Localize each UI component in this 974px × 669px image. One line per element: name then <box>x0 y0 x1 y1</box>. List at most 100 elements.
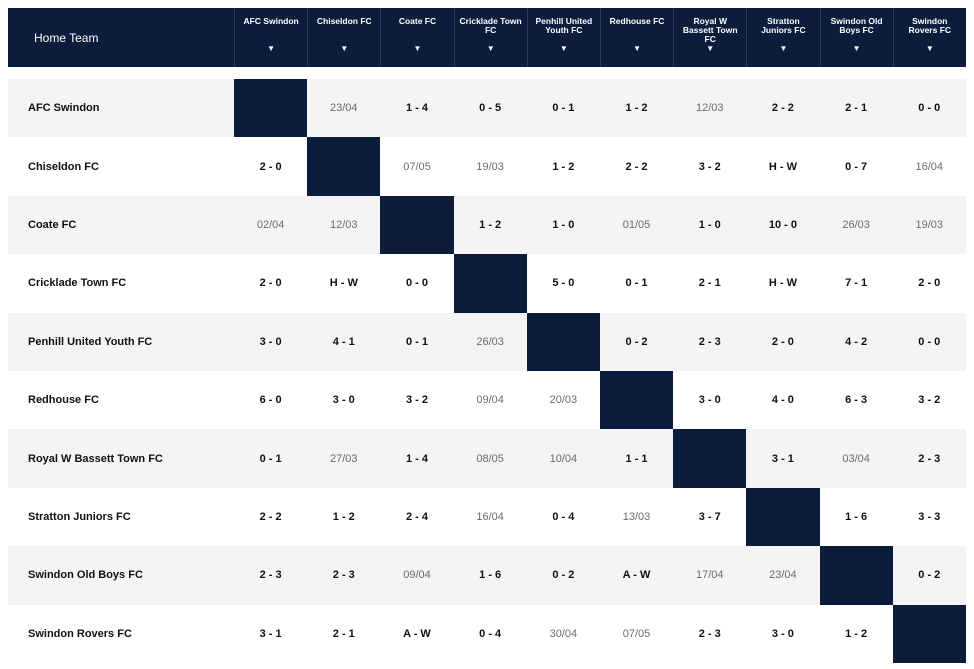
fixture-date-cell[interactable]: 08/05 <box>476 452 504 465</box>
result-cell[interactable]: 2 - 3 <box>259 569 282 582</box>
result-cell[interactable]: 2 - 4 <box>405 510 428 523</box>
result-cell[interactable]: 3 - 0 <box>698 394 721 407</box>
result-cell[interactable]: 2 - 2 <box>771 102 794 115</box>
result-cell[interactable]: 0 - 2 <box>918 569 941 582</box>
fixture-date-cell[interactable]: 16/04 <box>476 510 504 523</box>
result-cell[interactable]: 1 - 0 <box>698 218 721 231</box>
fixture-date-cell[interactable]: 09/04 <box>476 394 504 407</box>
sort-arrow-icon[interactable]: ▼ <box>340 44 349 53</box>
fixture-date-cell[interactable]: 12/03 <box>330 218 358 231</box>
sort-arrow-icon[interactable]: ▼ <box>413 44 422 53</box>
sort-arrow-icon[interactable]: ▼ <box>633 44 641 53</box>
result-cell[interactable]: 0 - 1 <box>259 452 282 465</box>
fixture-date-cell[interactable]: 12/03 <box>695 102 724 115</box>
result-cell[interactable]: H - W <box>768 277 797 290</box>
result-cell[interactable]: 6 - 3 <box>845 394 868 407</box>
result-cell[interactable]: 3 - 2 <box>405 394 428 407</box>
result-cell[interactable]: 0 - 2 <box>625 335 648 348</box>
result-cell[interactable]: 1 - 2 <box>479 218 502 231</box>
result-cell[interactable]: 2 - 1 <box>332 627 355 640</box>
result-cell[interactable]: 4 - 2 <box>845 335 868 348</box>
fixture-date-cell[interactable]: 19/03 <box>915 218 944 231</box>
column-header-stratton-juniors-fc[interactable]: Stratton Juniors FC ▼ <box>746 8 819 67</box>
result-cell[interactable]: 6 - 0 <box>259 394 282 407</box>
column-header-royal-w-bassett-town-fc[interactable]: Royal W Bassett Town FC ▼ <box>673 8 746 67</box>
result-cell[interactable]: 2 - 0 <box>918 277 941 290</box>
result-cell[interactable]: 0 - 0 <box>405 277 428 290</box>
result-cell[interactable]: 2 - 0 <box>259 277 282 290</box>
result-cell[interactable]: 1 - 6 <box>479 569 502 582</box>
result-cell[interactable]: 2 - 2 <box>259 510 282 523</box>
result-cell[interactable]: 4 - 0 <box>771 394 794 407</box>
result-cell[interactable]: 2 - 1 <box>698 277 721 290</box>
result-cell[interactable]: 2 - 3 <box>918 452 941 465</box>
fixture-date-cell[interactable]: 16/04 <box>915 160 944 173</box>
result-cell[interactable]: 0 - 0 <box>918 102 941 115</box>
result-cell[interactable]: A - W <box>403 627 431 640</box>
result-cell[interactable]: 1 - 2 <box>552 160 575 173</box>
fixture-date-cell[interactable]: 20/03 <box>549 394 578 407</box>
result-cell[interactable]: 0 - 1 <box>552 102 575 115</box>
column-header-redhouse-fc[interactable]: Redhouse FC ▼ <box>599 8 673 67</box>
fixture-date-cell[interactable]: 26/03 <box>842 218 870 231</box>
result-cell[interactable]: 2 - 1 <box>845 102 868 115</box>
result-cell[interactable]: H - W <box>329 277 358 290</box>
fixture-date-cell[interactable]: 02/04 <box>256 218 285 231</box>
result-cell[interactable]: 0 - 4 <box>479 627 502 640</box>
sort-arrow-icon[interactable]: ▼ <box>486 44 495 53</box>
result-cell[interactable]: 1 - 6 <box>845 510 868 523</box>
fixture-date-cell[interactable]: 27/03 <box>330 452 358 465</box>
fixture-date-cell[interactable]: 09/04 <box>403 569 431 582</box>
fixture-date-cell[interactable]: 17/04 <box>695 569 724 582</box>
result-cell[interactable]: 3 - 0 <box>259 335 282 348</box>
sort-arrow-icon[interactable]: ▼ <box>852 44 861 53</box>
result-cell[interactable]: 1 - 2 <box>332 510 355 523</box>
result-cell[interactable]: 1 - 4 <box>405 452 428 465</box>
fixture-date-cell[interactable]: 07/05 <box>622 627 651 640</box>
result-cell[interactable]: 7 - 1 <box>845 277 868 290</box>
result-cell[interactable]: 0 - 1 <box>625 277 648 290</box>
result-cell[interactable]: 3 - 2 <box>918 394 941 407</box>
fixture-date-cell[interactable]: 23/04 <box>769 569 797 582</box>
column-header-coate-fc[interactable]: Coate FC ▼ <box>380 8 453 67</box>
column-header-cricklade-town-fc[interactable]: Cricklade Town FC ▼ <box>453 8 527 67</box>
result-cell[interactable]: 2 - 3 <box>698 335 721 348</box>
result-cell[interactable]: 1 - 0 <box>552 218 575 231</box>
column-header-swindon-old-boys-fc[interactable]: Swindon Old Boys FC ▼ <box>819 8 893 67</box>
result-cell[interactable]: 3 - 1 <box>771 452 794 465</box>
result-cell[interactable]: 2 - 0 <box>259 160 282 173</box>
result-cell[interactable]: 4 - 1 <box>332 335 355 348</box>
result-cell[interactable]: 3 - 1 <box>259 627 282 640</box>
result-cell[interactable]: H - W <box>768 160 797 173</box>
result-cell[interactable]: 3 - 2 <box>698 160 721 173</box>
sort-arrow-icon[interactable]: ▼ <box>925 44 934 53</box>
sort-arrow-icon[interactable]: ▼ <box>559 44 568 53</box>
result-cell[interactable]: 1 - 1 <box>625 452 648 465</box>
sort-arrow-icon[interactable]: ▼ <box>779 44 788 53</box>
result-cell[interactable]: 0 - 1 <box>405 335 428 348</box>
fixture-date-cell[interactable]: 10/04 <box>549 452 578 465</box>
fixture-date-cell[interactable]: 23/04 <box>330 102 358 115</box>
result-cell[interactable]: 0 - 2 <box>552 569 575 582</box>
result-cell[interactable]: 5 - 0 <box>552 277 575 290</box>
result-cell[interactable]: 2 - 2 <box>625 160 648 173</box>
fixture-date-cell[interactable]: 07/05 <box>403 160 431 173</box>
result-cell[interactable]: 1 - 2 <box>845 627 868 640</box>
result-cell[interactable]: 3 - 0 <box>332 394 355 407</box>
result-cell[interactable]: 3 - 3 <box>918 510 941 523</box>
result-cell[interactable]: 2 - 3 <box>698 627 721 640</box>
column-header-afc-swindon[interactable]: AFC Swindon ▼ <box>234 8 307 67</box>
column-header-penhill-united-youth-fc[interactable]: Penhill United Youth FC ▼ <box>526 8 600 67</box>
result-cell[interactable]: A - W <box>622 569 651 582</box>
sort-arrow-icon[interactable]: ▼ <box>267 44 276 53</box>
result-cell[interactable]: 0 - 0 <box>918 335 941 348</box>
column-header-swindon-rovers-fc[interactable]: Swindon Rovers FC ▼ <box>892 8 966 67</box>
result-cell[interactable]: 1 - 2 <box>625 102 648 115</box>
sort-arrow-icon[interactable]: ▼ <box>706 44 715 53</box>
fixture-date-cell[interactable]: 03/04 <box>842 452 870 465</box>
result-cell[interactable]: 0 - 7 <box>845 160 868 173</box>
result-cell[interactable]: 3 - 0 <box>771 627 794 640</box>
result-cell[interactable]: 1 - 4 <box>405 102 428 115</box>
result-cell[interactable]: 0 - 5 <box>479 102 502 115</box>
result-cell[interactable]: 2 - 3 <box>332 569 355 582</box>
